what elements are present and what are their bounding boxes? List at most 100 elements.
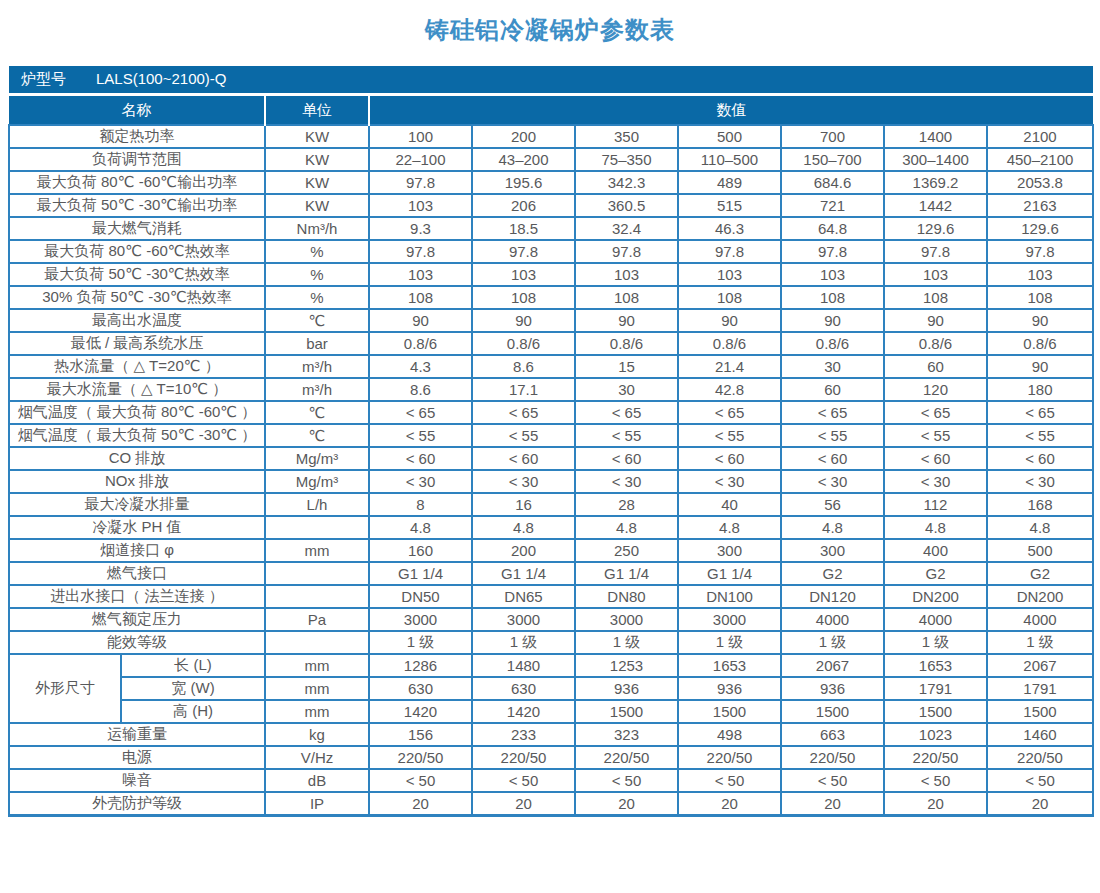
row-value: 75–350 (575, 148, 678, 171)
row-unit: Mg/m³ (265, 470, 369, 493)
row-value: 4.8 (369, 516, 472, 539)
row-value: 498 (678, 723, 781, 746)
row-value: 0.8/6 (472, 332, 575, 355)
table-row: 外形尺寸长 (L)mm1286148012531653206716532067 (9, 654, 1093, 677)
row-value: 90 (472, 309, 575, 332)
row-label: 负荷调节范围 (9, 148, 265, 171)
row-value: 1420 (369, 700, 472, 723)
row-label: 最低 / 最高系统水压 (9, 332, 265, 355)
table-row: 额定热功率KW10020035050070014002100 (9, 125, 1093, 148)
row-unit: bar (265, 332, 369, 355)
row-value: 663 (781, 723, 884, 746)
row-value: 936 (781, 677, 884, 700)
row-value: 108 (678, 286, 781, 309)
row-value: 22–100 (369, 148, 472, 171)
row-unit: L/h (265, 493, 369, 516)
row-value: 4000 (987, 608, 1093, 631)
row-value: < 30 (781, 470, 884, 493)
table-row: 运输重量kg15623332349866310231460 (9, 723, 1093, 746)
row-value: G1 1/4 (472, 562, 575, 585)
row-value: 1442 (884, 194, 987, 217)
row-value: 0.8/6 (678, 332, 781, 355)
table-row: 高 (H)mm1420142015001500150015001500 (9, 700, 1093, 723)
row-value: 4.3 (369, 355, 472, 378)
col-header-value: 数值 (369, 95, 1093, 126)
row-value: 120 (884, 378, 987, 401)
row-value: 1480 (472, 654, 575, 677)
row-value: 500 (678, 125, 781, 148)
row-label: 烟气温度（ 最大负荷 80℃ -60℃ ） (9, 401, 265, 424)
model-value: LALS(100~2100)-Q (96, 70, 227, 87)
row-unit: % (265, 263, 369, 286)
row-value: 16 (472, 493, 575, 516)
row-value: 103 (678, 263, 781, 286)
row-value: 97.8 (369, 171, 472, 194)
row-value: 160 (369, 539, 472, 562)
row-value: 450–2100 (987, 148, 1093, 171)
row-unit: kg (265, 723, 369, 746)
row-value: 90 (884, 309, 987, 332)
row-value: 20 (575, 792, 678, 816)
row-value: 97.8 (369, 240, 472, 263)
row-value: 20 (678, 792, 781, 816)
row-value: 64.8 (781, 217, 884, 240)
row-value: 90 (678, 309, 781, 332)
row-unit: KW (265, 125, 369, 148)
row-unit (265, 562, 369, 585)
row-value: 206 (472, 194, 575, 217)
row-value: 250 (575, 539, 678, 562)
table-row: 最大冷凝水排量L/h816284056112168 (9, 493, 1093, 516)
row-value: 220/50 (884, 746, 987, 769)
row-value: 40 (678, 493, 781, 516)
row-label: 噪音 (9, 769, 265, 792)
row-value: 90 (781, 309, 884, 332)
row-value: 156 (369, 723, 472, 746)
row-value: 1 级 (678, 631, 781, 654)
row-value: 108 (781, 286, 884, 309)
row-value: 0.8/6 (575, 332, 678, 355)
row-value: 721 (781, 194, 884, 217)
row-label: 最高出水温度 (9, 309, 265, 332)
row-value: 4000 (781, 608, 884, 631)
row-unit: Pa (265, 608, 369, 631)
row-value: 1460 (987, 723, 1093, 746)
row-value: 1791 (987, 677, 1093, 700)
row-value: < 60 (575, 447, 678, 470)
row-value: 1023 (884, 723, 987, 746)
row-value: 90 (987, 355, 1093, 378)
row-label: 最大燃气消耗 (9, 217, 265, 240)
row-unit: V/Hz (265, 746, 369, 769)
row-value: < 50 (987, 769, 1093, 792)
row-value: 1500 (678, 700, 781, 723)
row-label: 高 (H) (121, 700, 265, 723)
row-value: 1 级 (884, 631, 987, 654)
row-value: 684.6 (781, 171, 884, 194)
row-label: 30% 负荷 50℃ -30℃热效率 (9, 286, 265, 309)
row-value: 4.8 (781, 516, 884, 539)
row-value: 28 (575, 493, 678, 516)
row-value: 56 (781, 493, 884, 516)
row-value: < 55 (472, 424, 575, 447)
row-unit: KW (265, 171, 369, 194)
row-value: 20 (987, 792, 1093, 816)
row-value: 1400 (884, 125, 987, 148)
row-value: < 65 (884, 401, 987, 424)
table-row: CO 排放Mg/m³< 60< 60< 60< 60< 60< 60< 60 (9, 447, 1093, 470)
row-value: 3000 (678, 608, 781, 631)
row-value: DN200 (884, 585, 987, 608)
row-value: 8.6 (472, 355, 575, 378)
row-value: 21.4 (678, 355, 781, 378)
row-value: 3000 (472, 608, 575, 631)
table-row: 燃气额定压力Pa3000300030003000400040004000 (9, 608, 1093, 631)
row-value: < 65 (987, 401, 1093, 424)
row-value: 630 (369, 677, 472, 700)
row-value: 220/50 (781, 746, 884, 769)
row-label: 电源 (9, 746, 265, 769)
row-value: 103 (884, 263, 987, 286)
row-label: 运输重量 (9, 723, 265, 746)
row-value: 30 (781, 355, 884, 378)
row-value: 1 级 (472, 631, 575, 654)
row-value: G2 (781, 562, 884, 585)
row-unit: Mg/m³ (265, 447, 369, 470)
row-value: 20 (781, 792, 884, 816)
